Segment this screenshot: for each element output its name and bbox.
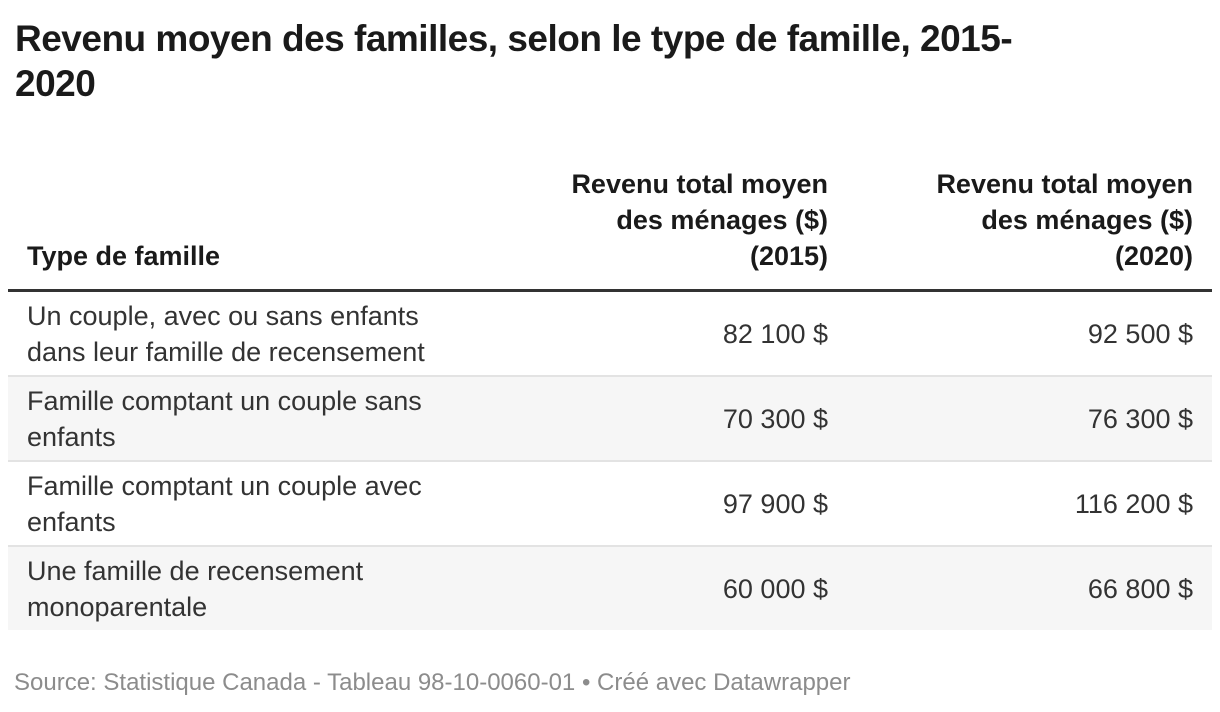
- cell-family-type: Famille comptant un couple sans enfants: [8, 375, 462, 461]
- table-row: Famille comptant un couple avec enfants …: [8, 460, 1212, 546]
- datawrapper-credit[interactable]: Créé avec Datawrapper: [597, 669, 851, 696]
- chart-footer: Source: Statistique Canada - Tableau 98-…: [14, 668, 1212, 698]
- column-header-revenu-2020: Revenu total moyen des ménages ($) (2020…: [847, 166, 1212, 292]
- cell-income-2015: 97 900 $: [462, 460, 847, 546]
- cell-income-2020: 92 500 $: [847, 289, 1212, 376]
- cell-income-2020: 76 300 $: [847, 375, 1212, 461]
- source-text: Statistique Canada - Tableau 98-10-0060-…: [103, 669, 576, 696]
- cell-income-2020: 116 200 $: [847, 460, 1212, 546]
- income-table: Type de famille Revenu total moyen des m…: [8, 166, 1212, 630]
- cell-family-type: Une famille de recensement monoparentale: [8, 545, 462, 630]
- cell-family-type: Famille comptant un couple avec enfants: [8, 460, 462, 546]
- cell-income-2015: 82 100 $: [462, 289, 847, 376]
- footer-separator: •: [581, 669, 591, 696]
- source-label: Source:: [14, 669, 97, 696]
- column-header-revenu-2015: Revenu total moyen des ménages ($) (2015…: [462, 166, 847, 292]
- chart-title: Revenu moyen des familles, selon le type…: [15, 18, 1013, 104]
- cell-income-2015: 70 300 $: [462, 375, 847, 461]
- cell-income-2020: 66 800 $: [847, 545, 1212, 630]
- cell-family-type: Un couple, avec ou sans enfants dans leu…: [8, 289, 462, 376]
- table-body: Un couple, avec ou sans enfants dans leu…: [8, 289, 1212, 630]
- table-row: Un couple, avec ou sans enfants dans leu…: [8, 289, 1212, 376]
- column-header-type-de-famille: Type de famille: [8, 166, 462, 292]
- cell-income-2015: 60 000 $: [462, 545, 847, 630]
- datawrapper-table-chart: Revenu moyen des familles, selon le type…: [0, 16, 1220, 712]
- table-row: Famille comptant un couple sans enfants …: [8, 375, 1212, 461]
- header-row: Type de famille Revenu total moyen des m…: [8, 166, 1212, 292]
- table-header: Type de famille Revenu total moyen des m…: [8, 166, 1212, 292]
- table-row: Une famille de recensement monoparentale…: [8, 545, 1212, 630]
